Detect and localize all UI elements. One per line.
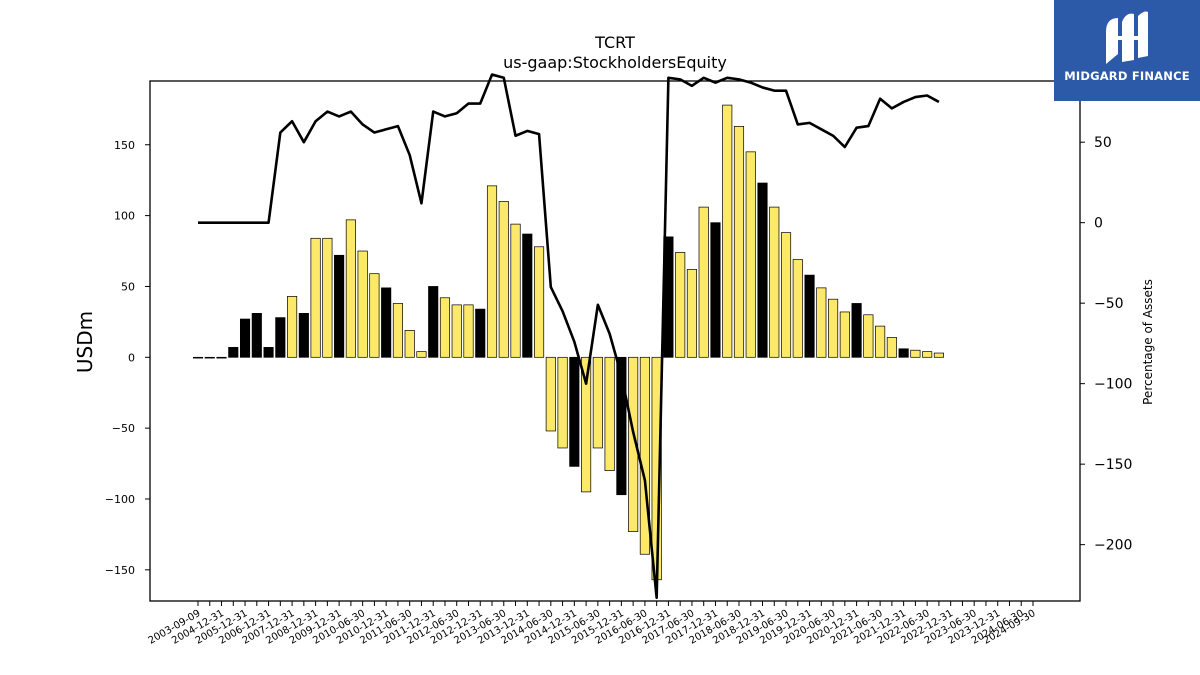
y2-tick-label: −150 [1094,457,1132,473]
bar-34 [592,356,603,449]
bar-62 [922,351,933,358]
bar-27 [510,223,521,358]
bar-52 [804,274,815,358]
y-tick-label: 100 [114,210,135,223]
bar-16 [381,287,392,358]
bar-30 [545,356,556,432]
y2-tick-label: 50 [1094,135,1112,151]
bar-10 [310,237,321,358]
bar-2 [216,356,227,359]
y2-tick-label: −100 [1094,377,1132,393]
bar-58 [875,325,886,358]
bar-49 [769,206,780,358]
bar-53 [816,287,827,358]
bar-54 [828,298,839,358]
bar-50 [780,232,792,358]
midgard-logo-icon [1106,11,1148,64]
bar-23 [463,304,474,358]
y2-tick-label: −50 [1094,296,1124,312]
bar-41 [675,252,686,358]
bar-26 [498,201,509,358]
y2-tick-label: −200 [1094,538,1132,554]
bar-14 [357,250,368,358]
bar-17 [392,303,403,358]
bar-18 [404,330,415,358]
bar-36 [616,356,627,496]
bar-0 [192,356,204,359]
y-tick-label: −100 [105,493,135,506]
bar-1 [204,356,215,359]
bar-20 [428,286,439,358]
bar-15 [369,273,380,358]
bar-4 [239,318,251,358]
y-tick-label: 150 [114,139,135,152]
y-tick-label: 0 [128,351,135,364]
bar-32 [569,356,580,467]
bar-31 [557,356,568,449]
bar-8 [287,296,298,358]
plot-frame [149,80,1081,602]
percentage-of-assets-line [198,73,940,600]
bar-19 [416,351,427,358]
bar-44 [710,222,721,358]
bar-28 [522,233,533,358]
bar-11 [322,237,333,358]
bar-12 [334,254,345,358]
bar-45 [722,104,733,358]
y2-axis-label: Percentage of Assets [1141,279,1155,405]
y-axis-label: USDm [73,311,97,373]
bar-55 [839,311,850,358]
midgard-logo: MIDGARD FINANCE [1054,0,1200,101]
bar-37 [628,356,639,532]
chart-title: TCRT [594,33,635,52]
bar-46 [733,125,745,358]
bar-21 [439,297,451,358]
bar-7 [275,317,286,358]
bar-59 [886,337,897,358]
bar-61 [910,349,921,358]
bar-3 [228,347,239,358]
bar-5 [251,313,262,358]
bar-24 [475,308,486,358]
bar-35 [604,356,615,471]
y-tick-label: −150 [105,564,135,577]
bar-33 [581,356,592,493]
bar-6 [263,347,274,358]
bar-48 [757,182,768,358]
chart-subtitle: us-gaap:StockholdersEquity [503,53,727,72]
y-tick-label: 50 [121,280,135,293]
bar-43 [698,206,709,358]
bar-22 [451,304,462,358]
bar-63 [933,352,944,358]
y2-tick-label: 0 [1094,216,1103,232]
bar-42 [686,269,697,358]
bar-13 [345,219,356,358]
bar-9 [298,313,309,358]
bar-56 [851,303,862,358]
bar-47 [745,151,756,358]
bar-57 [863,314,874,358]
bar-51 [792,259,803,358]
bar-25 [486,185,498,358]
y-tick-label: −50 [112,422,135,435]
bar-29 [533,246,545,358]
logo-text: MIDGARD FINANCE [1064,69,1190,83]
bar-60 [898,348,909,358]
